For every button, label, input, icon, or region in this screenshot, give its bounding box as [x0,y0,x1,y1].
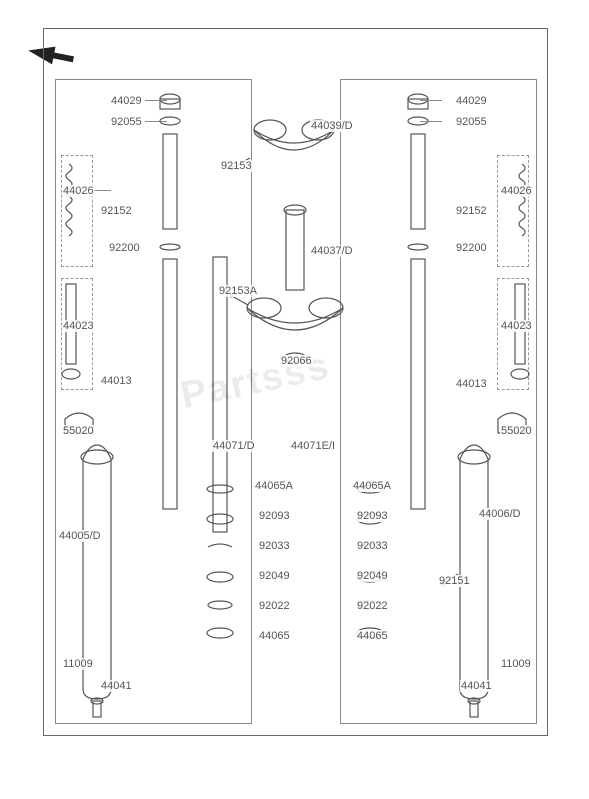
part-label-44039-D: 44039/D [310,120,354,132]
part-label-92153: 92153 [220,160,253,172]
dashbox [497,155,529,267]
part-label-44037-D: 44037/D [310,245,354,257]
part-label-92022: 92022 [356,600,389,612]
part-label-92055: 92055 [455,116,488,128]
part-label-92049: 92049 [258,570,291,582]
part-label-92200: 92200 [455,242,488,254]
part-label-92033: 92033 [356,540,389,552]
part-label-44029: 44029 [455,95,488,107]
part-label-44041: 44041 [460,680,493,692]
part-label-92093: 92093 [356,510,389,522]
leader-line [145,121,167,122]
part-label-44071E-I: 44071E/I [290,440,336,452]
part-label-44006-D: 44006/D [478,508,522,520]
part-label-44026: 44026 [62,185,95,197]
leader-line [420,100,442,101]
part-label-92049: 92049 [356,570,389,582]
part-label-11009: 11009 [500,658,532,670]
part-label-92151: 92151 [438,575,471,587]
part-label-55020: 55020 [500,425,533,437]
part-label-92152: 92152 [455,205,488,217]
dashbox [497,278,529,390]
part-label-55020: 55020 [62,425,95,437]
leader-line [93,190,111,191]
dashbox [61,278,93,390]
part-label-44013: 44013 [455,378,488,390]
part-label-44023: 44023 [62,320,95,332]
leader-line [145,100,167,101]
part-label-44065: 44065 [356,630,389,642]
part-label-44026: 44026 [500,185,533,197]
part-label-44029: 44029 [110,95,143,107]
part-label-92153A: 92153A [218,285,258,297]
part-label-44013: 44013 [100,375,133,387]
part-label-44005-D: 44005/D [58,530,102,542]
part-label-44023: 44023 [500,320,533,332]
part-label-44065: 44065 [258,630,291,642]
part-label-44071-D: 44071/D [212,440,256,452]
part-label-92152: 92152 [100,205,133,217]
part-label-44065A: 44065A [352,480,392,492]
part-label-92022: 92022 [258,600,291,612]
part-label-92033: 92033 [258,540,291,552]
part-label-92200: 92200 [108,242,141,254]
part-label-44065A: 44065A [254,480,294,492]
part-label-44041: 44041 [100,680,133,692]
part-label-92093: 92093 [258,510,291,522]
leader-line [420,121,442,122]
part-label-92055: 92055 [110,116,143,128]
part-label-92066: 92066 [280,355,313,367]
part-label-11009: 11009 [62,658,94,670]
dashbox [61,155,93,267]
